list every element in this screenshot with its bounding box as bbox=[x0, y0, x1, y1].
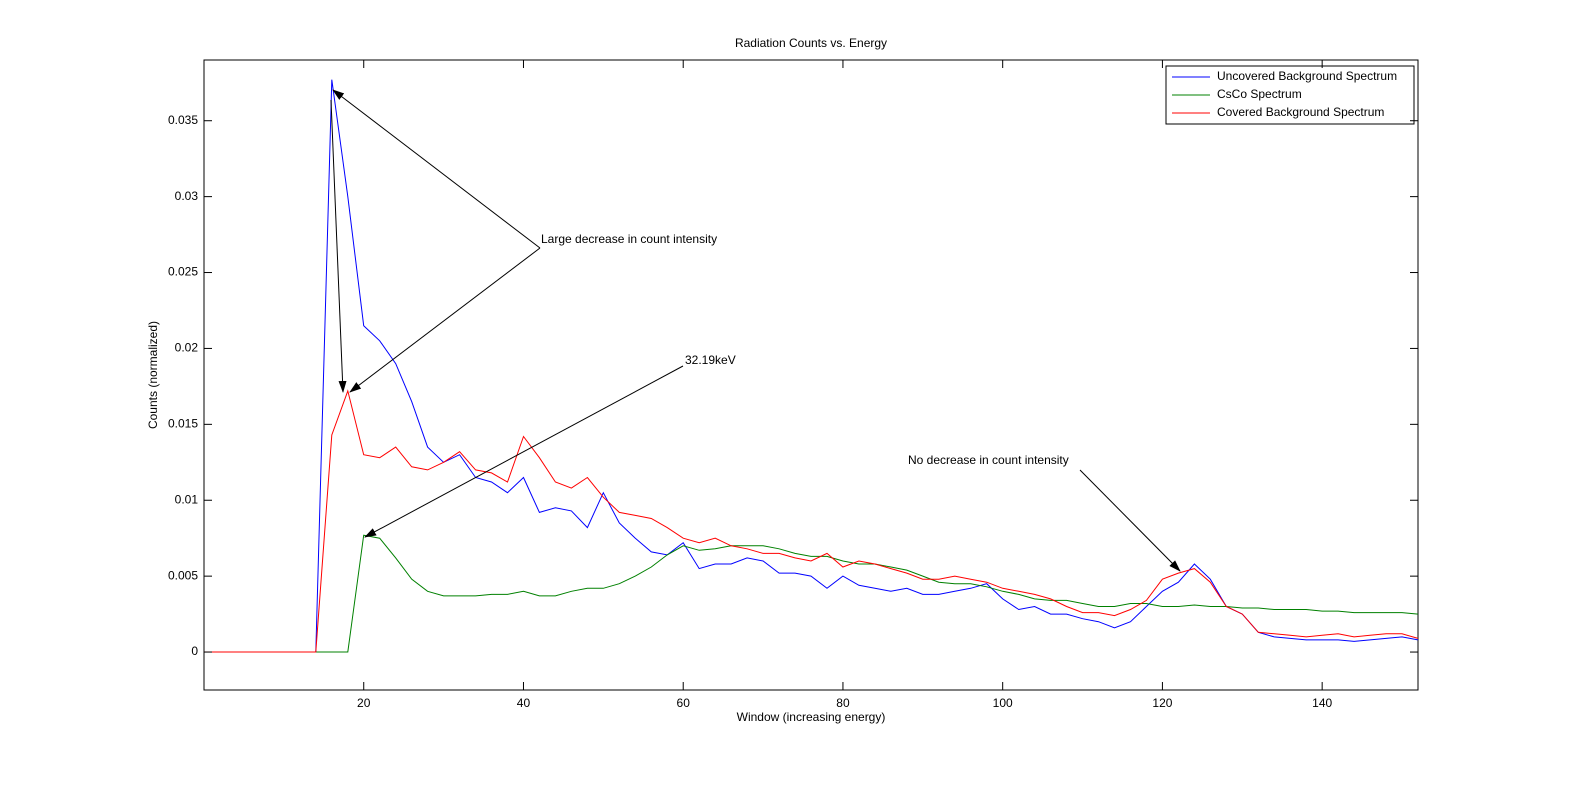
x-tick-label: 80 bbox=[836, 696, 850, 710]
series-line bbox=[204, 389, 1419, 653]
arrow bbox=[332, 89, 541, 249]
y-tick-label: 0.01 bbox=[175, 492, 199, 506]
annotation: Large decrease in count intensity bbox=[541, 232, 717, 246]
annotation: No decrease in count intensity bbox=[908, 453, 1069, 467]
legend-label: Uncovered Background Spectrum bbox=[1217, 69, 1397, 83]
legend bbox=[1165, 65, 1415, 125]
y-tick-label: 0.005 bbox=[168, 568, 198, 582]
annotation: 32.19keV bbox=[685, 353, 736, 367]
lines bbox=[204, 79, 1419, 653]
x-tick-label: 60 bbox=[677, 696, 691, 710]
x-tick-label: 140 bbox=[1312, 696, 1332, 710]
y-tick-label: 0.035 bbox=[168, 113, 198, 127]
x-tick-label: 100 bbox=[993, 696, 1013, 710]
x-axis-label: Window (increasing energy) bbox=[737, 710, 886, 724]
y-tick-label: 0.025 bbox=[168, 265, 198, 279]
arrow bbox=[364, 365, 684, 538]
series-line bbox=[204, 534, 1419, 653]
arrow bbox=[1079, 469, 1181, 572]
arrow bbox=[349, 247, 541, 393]
y-tick-label: 0 bbox=[191, 644, 198, 658]
plot-area bbox=[203, 59, 1419, 691]
x-tick-label: 40 bbox=[517, 696, 531, 710]
arrow bbox=[330, 99, 347, 393]
y-axis-label: Counts (normalized) bbox=[146, 321, 160, 429]
x-tick-label: 120 bbox=[1152, 696, 1172, 710]
x-tick-label: 20 bbox=[357, 696, 371, 710]
chart-title: Radiation Counts vs. Energy bbox=[735, 36, 887, 50]
y-tick-label: 0.02 bbox=[175, 341, 199, 355]
legend-label: CsCo Spectrum bbox=[1217, 87, 1302, 101]
y-tick-label: 0.03 bbox=[175, 189, 199, 203]
series-line bbox=[204, 79, 1419, 653]
y-tick-label: 0.015 bbox=[168, 417, 198, 431]
legend-label: Covered Background Spectrum bbox=[1217, 105, 1384, 119]
